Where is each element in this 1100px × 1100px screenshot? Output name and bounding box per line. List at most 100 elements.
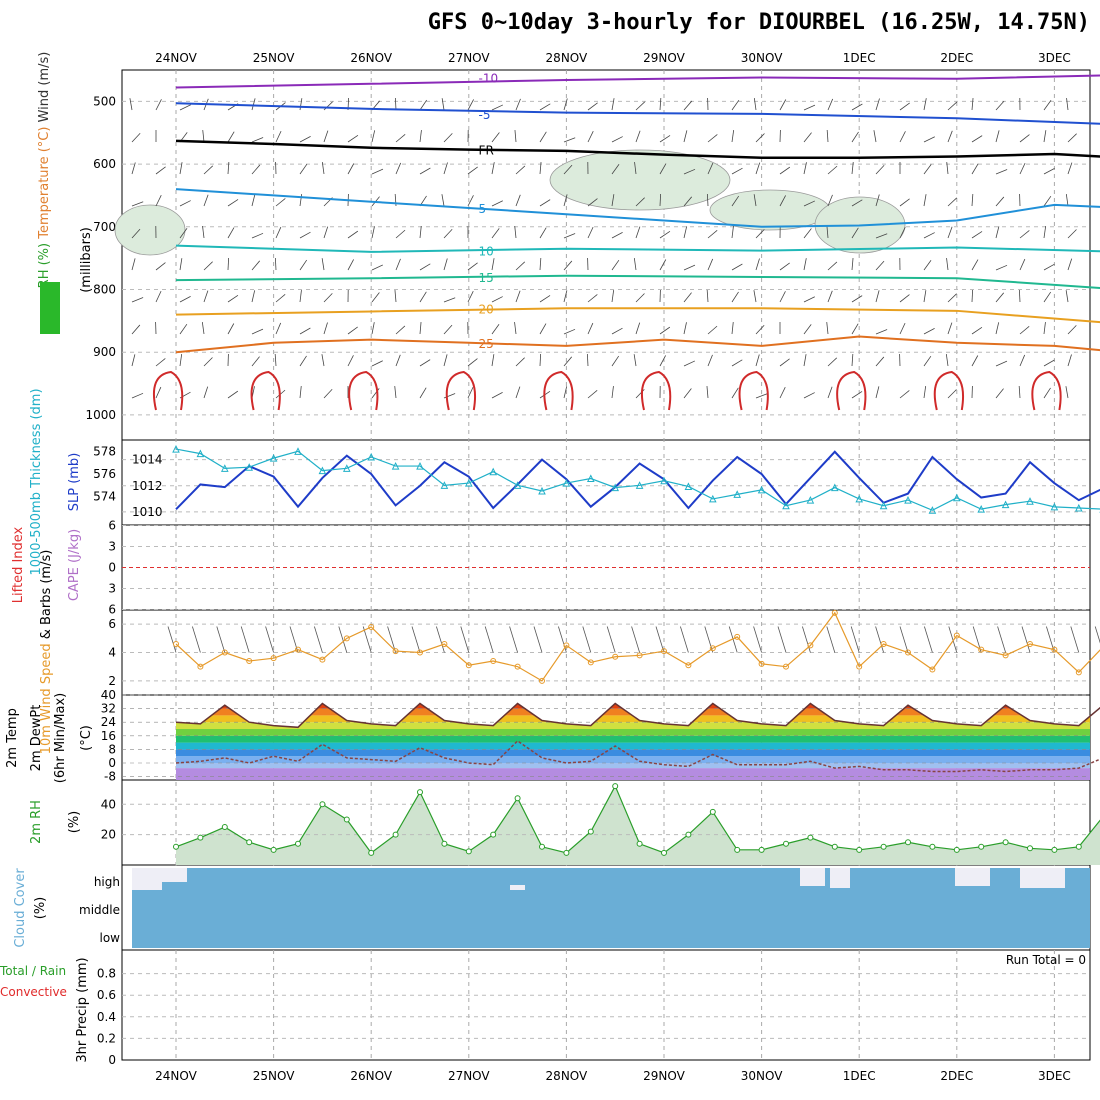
surface-wind-barb <box>631 626 640 653</box>
thickness-line <box>175 448 1100 511</box>
wind-barb <box>203 165 214 175</box>
wind-barb <box>635 389 645 399</box>
wind-barb <box>202 226 205 239</box>
pressure-unit-label-part: (millibars) <box>79 227 94 293</box>
wind-barb <box>227 131 235 143</box>
wind-barb <box>347 230 359 239</box>
thickness-marker <box>977 505 986 513</box>
cloud-unit-label: (%) <box>33 897 48 920</box>
wind-barb <box>731 130 735 143</box>
wind-barb <box>731 359 743 367</box>
rh-marker <box>587 828 594 835</box>
li-tick: 0 <box>108 561 116 575</box>
thickness-marker <box>172 444 180 453</box>
precip-tick: 0.6 <box>97 988 116 1002</box>
wind-barb <box>179 323 188 335</box>
wind-barb <box>1065 290 1069 303</box>
rh-marker <box>905 839 911 846</box>
wind-barb <box>299 194 303 207</box>
wind-barb <box>321 162 325 175</box>
wind-barb <box>563 98 568 111</box>
wind-barb <box>923 136 935 143</box>
wind-barb <box>971 231 983 239</box>
thickness-marker <box>830 483 839 492</box>
dewpt-ylabel: 2m DewPt <box>29 705 44 772</box>
rh-tick: 40 <box>101 797 116 811</box>
wind-barb <box>587 131 594 143</box>
wind-barb <box>827 386 833 399</box>
wind-barb <box>227 294 239 303</box>
slp-line <box>175 450 1100 511</box>
rh-unit-label: (%) <box>67 811 82 834</box>
precip-total-label: Total / Rain <box>0 964 66 978</box>
thickness-marker <box>1026 497 1034 505</box>
wind-barb <box>323 388 333 399</box>
clear-sky-gap <box>1020 868 1065 888</box>
wind-barb <box>707 258 714 271</box>
wind-barb <box>179 104 191 111</box>
wind-barb <box>971 135 983 143</box>
wind-barb <box>875 194 880 207</box>
wind-barb <box>611 259 620 271</box>
wind-barb <box>995 322 1000 335</box>
wind-barb <box>323 130 329 143</box>
pressure-tick: 500 <box>93 94 116 108</box>
wind-barb <box>227 199 239 207</box>
upper-air-ylabel: RH (%) Temperature (°C) Wind (m/s) <box>37 52 52 289</box>
wind-barb <box>899 390 910 399</box>
wind-barb <box>851 199 863 207</box>
wind-barb <box>202 130 205 143</box>
rh-marker <box>783 840 789 847</box>
wind-barb <box>251 194 256 207</box>
wind-barb <box>875 164 885 175</box>
wind-barb <box>227 162 230 175</box>
wind-barb <box>539 323 547 335</box>
minmax-ylabel: (6hr Min/Max) <box>53 693 68 783</box>
date-label-top: 26NOV <box>350 51 392 65</box>
wind-barb <box>251 290 256 303</box>
thickness-marker <box>1001 500 1010 509</box>
thickness-marker <box>733 490 742 498</box>
wind-barb <box>971 194 974 207</box>
temp-color-band <box>176 729 1090 736</box>
wind-speed-marker <box>319 656 326 663</box>
wind-barb <box>1065 386 1069 399</box>
wind-barb <box>779 291 786 303</box>
surface-heating-contour <box>445 370 477 411</box>
slp-tick: 1014 <box>132 453 163 467</box>
rh-marker <box>636 840 643 847</box>
upper-air-ylabel-part: Temperature (°C) <box>37 122 52 239</box>
wind-barb <box>491 392 503 399</box>
rh-marker <box>929 843 936 850</box>
cloud-level-label: high <box>94 875 120 889</box>
rh-area <box>176 786 1100 865</box>
wind-barb <box>467 99 474 111</box>
wind-barb <box>803 324 812 335</box>
wind-barb <box>1043 359 1055 367</box>
li-tick: 3 <box>108 540 116 554</box>
surface-wind-barb <box>265 626 274 653</box>
wind-barb <box>539 162 542 175</box>
wind-barb <box>706 193 709 207</box>
rh-marker <box>758 846 765 853</box>
wind-barb <box>971 98 974 111</box>
wind-barb <box>659 326 671 335</box>
temp-line <box>175 702 1100 729</box>
wind-barb <box>203 194 209 207</box>
wind-speed-marker <box>441 641 448 647</box>
wind-barb <box>299 98 303 111</box>
clear-sky-gap <box>162 868 187 882</box>
wind-barb <box>803 392 815 399</box>
wind-barb <box>946 258 949 271</box>
isotherm-label: 15 <box>479 271 494 285</box>
wind-barb <box>371 322 375 335</box>
wind-barb <box>274 257 277 271</box>
wind-barb <box>899 198 910 207</box>
slp-tick: 1012 <box>132 479 163 493</box>
wind-barb <box>971 355 979 367</box>
wind-speed-marker <box>1051 646 1058 653</box>
wind-barb <box>947 293 957 303</box>
wind-barb <box>1019 258 1026 271</box>
wind-barb <box>851 131 859 143</box>
wind-barb <box>491 162 495 175</box>
